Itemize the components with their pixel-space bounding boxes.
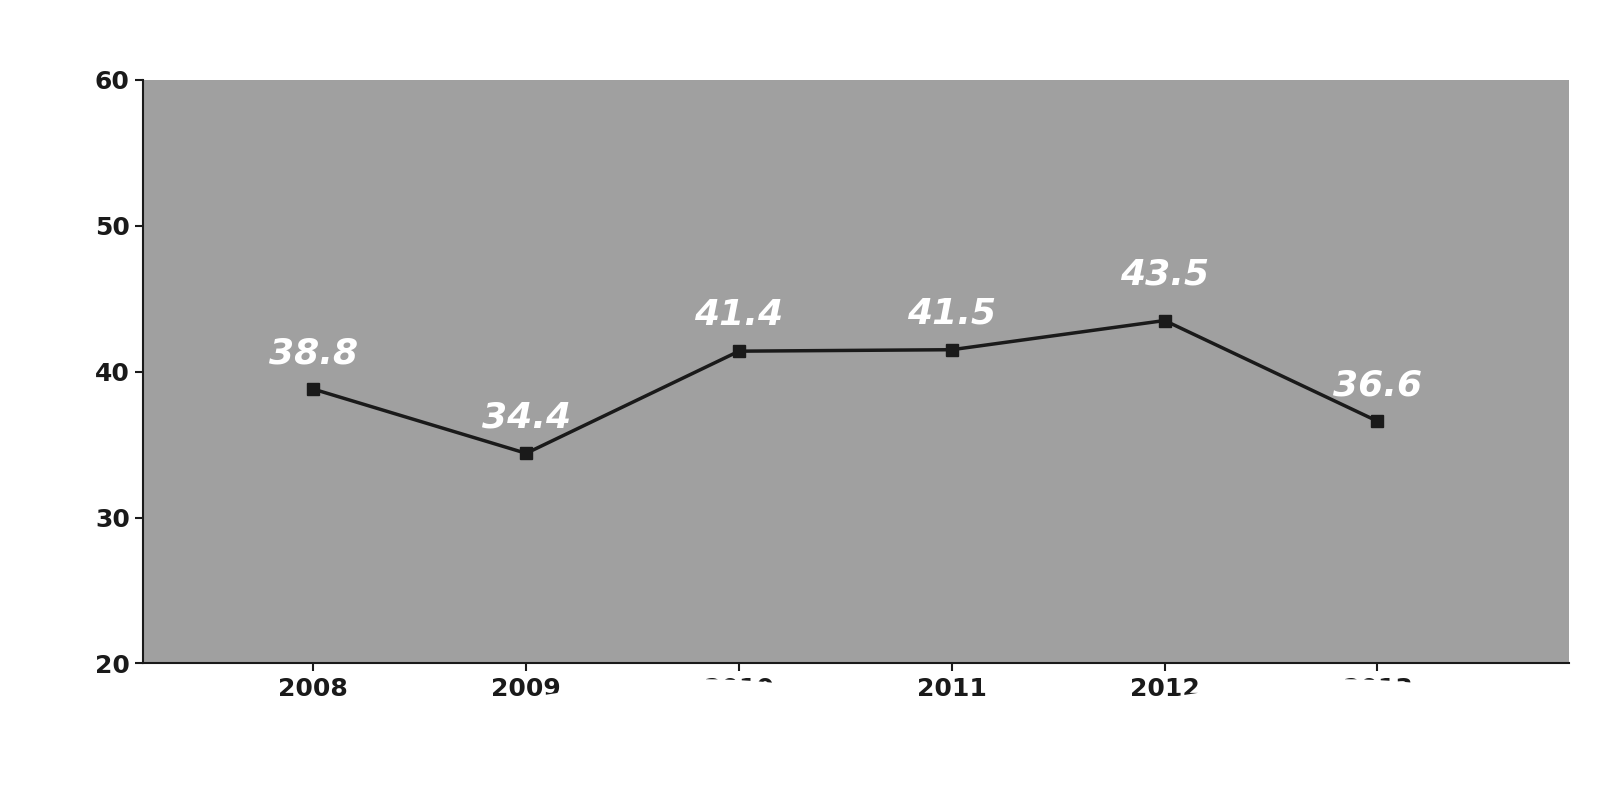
- X-axis label: Median survival for the cystic fibrosis population: Median survival for the cystic fibrosis …: [566, 715, 1146, 735]
- Text: 41.5: 41.5: [907, 297, 997, 331]
- Text: 34.4: 34.4: [482, 400, 571, 435]
- Text: 43.5: 43.5: [1120, 257, 1210, 291]
- Text: 36.6: 36.6: [1333, 368, 1422, 402]
- Text: 38.8: 38.8: [269, 336, 358, 370]
- Text: 41.4: 41.4: [694, 298, 784, 332]
